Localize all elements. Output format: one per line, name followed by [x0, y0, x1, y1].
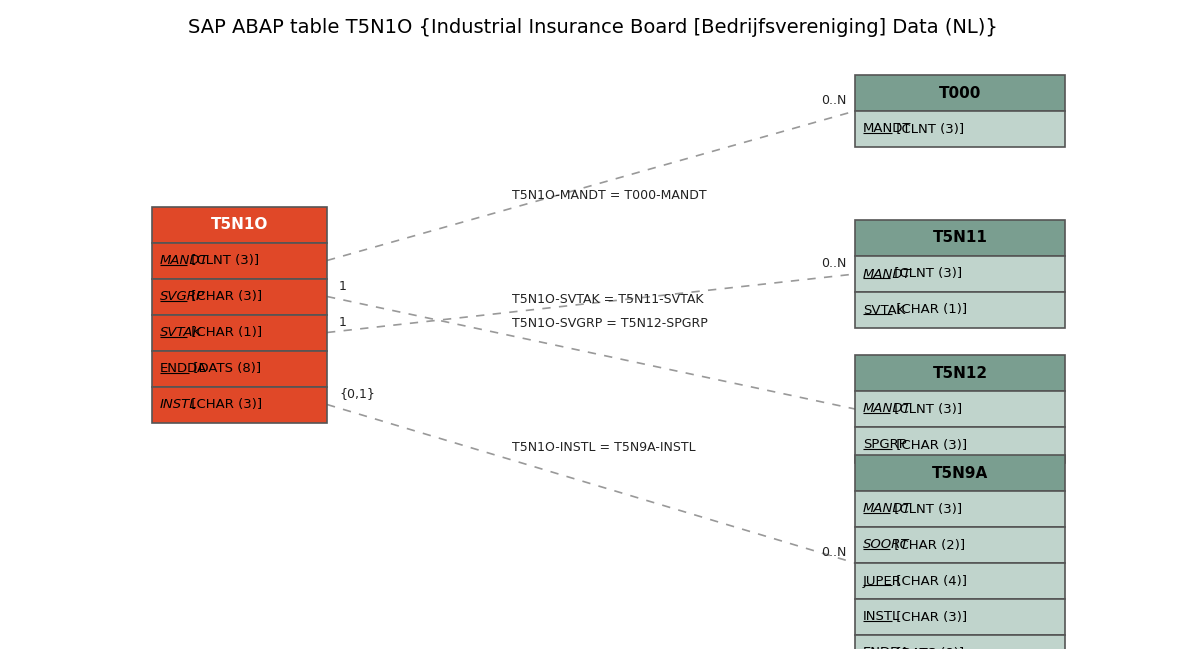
Text: SPGRP: SPGRP: [863, 439, 907, 452]
Text: 0..N: 0..N: [821, 257, 847, 270]
Text: T000: T000: [939, 86, 981, 101]
Text: T5N1O-SVTAK = T5N11-SVTAK: T5N1O-SVTAK = T5N11-SVTAK: [512, 293, 704, 306]
Text: [DATS (8)]: [DATS (8)]: [190, 362, 262, 375]
Text: [CHAR (1)]: [CHAR (1)]: [187, 326, 262, 339]
Bar: [856, 491, 1065, 527]
Text: MANDT: MANDT: [160, 254, 209, 267]
Text: [CHAR (4)]: [CHAR (4)]: [892, 574, 967, 587]
Text: ENDDA: ENDDA: [160, 362, 207, 375]
Bar: [856, 75, 1065, 111]
Text: [CHAR (3)]: [CHAR (3)]: [187, 290, 262, 303]
Text: T5N1O: T5N1O: [211, 217, 268, 232]
Text: MANDT: MANDT: [863, 267, 911, 280]
Text: 0..N: 0..N: [821, 94, 847, 107]
Text: [CHAR (1)]: [CHAR (1)]: [892, 304, 968, 317]
Bar: [856, 427, 1065, 463]
Text: [CHAR (2)]: [CHAR (2)]: [890, 539, 966, 552]
Text: T5N11: T5N11: [933, 230, 987, 245]
Text: [CLNT (3)]: [CLNT (3)]: [890, 502, 962, 515]
Bar: [856, 527, 1065, 563]
Bar: [856, 391, 1065, 427]
Text: [CHAR (3)]: [CHAR (3)]: [187, 398, 262, 411]
Text: SVTAK: SVTAK: [160, 326, 203, 339]
Text: T5N12: T5N12: [933, 365, 987, 380]
Bar: [152, 278, 327, 315]
Bar: [856, 635, 1065, 649]
Text: [CLNT (3)]: [CLNT (3)]: [890, 267, 962, 280]
Text: ENDDA: ENDDA: [863, 646, 910, 649]
Text: [CLNT (3)]: [CLNT (3)]: [890, 402, 962, 415]
Text: T5N1O-SVGRP = T5N12-SPGRP: T5N1O-SVGRP = T5N12-SPGRP: [512, 317, 707, 330]
Text: 1: 1: [339, 315, 347, 328]
Text: SOORT: SOORT: [863, 539, 910, 552]
Bar: [152, 243, 327, 278]
Text: INSTL: INSTL: [863, 611, 901, 624]
Text: MANDT: MANDT: [863, 123, 911, 136]
Text: 1: 1: [339, 280, 347, 293]
Bar: [856, 256, 1065, 292]
Text: MANDT: MANDT: [863, 502, 911, 515]
Bar: [856, 292, 1065, 328]
Text: SVGRP: SVGRP: [160, 290, 205, 303]
Text: INSTL: INSTL: [160, 398, 198, 411]
Text: [CHAR (3)]: [CHAR (3)]: [892, 611, 968, 624]
Bar: [856, 455, 1065, 491]
Text: T5N9A: T5N9A: [931, 465, 988, 480]
Text: {0,1}: {0,1}: [339, 387, 374, 400]
Text: [DATS (8)]: [DATS (8)]: [892, 646, 965, 649]
Bar: [856, 599, 1065, 635]
Text: [CLNT (3)]: [CLNT (3)]: [892, 123, 965, 136]
Text: [CLNT (3)]: [CLNT (3)]: [187, 254, 260, 267]
Text: SAP ABAP table T5N1O {Industrial Insurance Board [Bedrijfsvereniging] Data (NL)}: SAP ABAP table T5N1O {Industrial Insuran…: [187, 18, 998, 37]
Text: 0..N: 0..N: [821, 546, 847, 559]
Bar: [152, 206, 327, 243]
Bar: [152, 350, 327, 387]
Text: [CHAR (3)]: [CHAR (3)]: [892, 439, 968, 452]
Bar: [856, 355, 1065, 391]
Bar: [152, 315, 327, 350]
Text: JUPER: JUPER: [863, 574, 902, 587]
Bar: [856, 563, 1065, 599]
Bar: [856, 111, 1065, 147]
Text: T5N1O-INSTL = T5N9A-INSTL: T5N1O-INSTL = T5N9A-INSTL: [512, 441, 696, 454]
Text: T5N1O-MANDT = T000-MANDT: T5N1O-MANDT = T000-MANDT: [512, 189, 706, 202]
Bar: [856, 220, 1065, 256]
Bar: [152, 387, 327, 422]
Text: MANDT: MANDT: [863, 402, 911, 415]
Text: SVTAK: SVTAK: [863, 304, 905, 317]
